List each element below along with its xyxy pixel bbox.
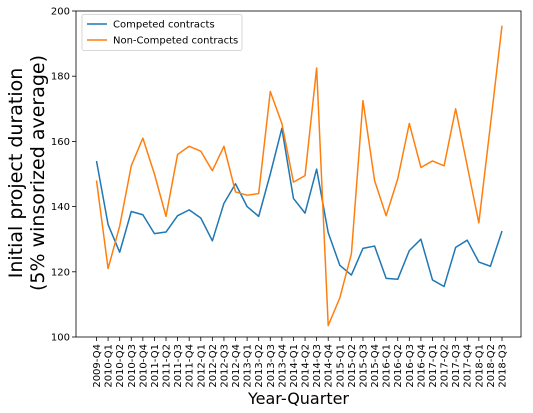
series-line-competed: [95, 127, 503, 288]
x-tick-label: 2013-Q1: [243, 344, 254, 388]
x-tick-label: 2015-Q2: [347, 344, 358, 388]
x-tick-label: 2014-Q1: [289, 344, 300, 388]
x-tick-label: 2016-Q2: [393, 344, 404, 388]
legend-label: Non-Competed contracts: [113, 36, 238, 47]
x-tick-label: 2011-Q1: [150, 344, 161, 388]
x-tick-label: 2015-Q1: [335, 344, 346, 388]
x-tick-label: 2009-Q4: [92, 344, 103, 388]
x-tick-label: 2011-Q2: [162, 344, 173, 388]
x-axis-title: Year-Quarter: [247, 389, 349, 408]
x-tick-label: 2014-Q4: [324, 344, 335, 388]
x-tick-label: 2014-Q2: [301, 344, 312, 388]
legend-label: Competed contracts: [113, 20, 215, 31]
y-tick-label: 140: [51, 202, 70, 213]
x-tick-label: 2018-Q1: [474, 344, 485, 388]
x-tick-label: 2012-Q4: [231, 344, 242, 388]
x-tick-label: 2012-Q3: [219, 344, 230, 388]
x-tick-label: 2016-Q3: [405, 344, 416, 388]
x-tick-label: 2017-Q3: [451, 344, 462, 388]
x-tick-label: 2016-Q1: [382, 344, 393, 388]
series-lines: [95, 25, 503, 327]
x-tick-label: 2013-Q3: [266, 344, 277, 388]
x-tick-label: 2017-Q2: [440, 344, 451, 388]
x-tick-label: 2015-Q4: [370, 344, 381, 388]
x-tick-label: 2010-Q4: [138, 344, 149, 388]
y-axis-title: Initial project duration (5% winsorized …: [5, 55, 49, 291]
x-tick-label: 2013-Q2: [254, 344, 265, 388]
x-tick-label: 2013-Q4: [277, 344, 288, 388]
x-tick-label: 2012-Q2: [208, 344, 219, 388]
y-tick-label: 100: [51, 333, 70, 344]
x-axis-ticks: 2009-Q4 2010-Q1 2010-Q2 2010-Q3 2010-Q4 2011-…: [92, 337, 509, 388]
x-tick-label: 2011-Q3: [173, 344, 184, 388]
x-tick-label: 2018-Q3: [498, 344, 509, 388]
y-tick-label: 200: [51, 7, 70, 18]
x-tick-label: 2014-Q3: [312, 344, 323, 388]
x-tick-label: 2010-Q1: [104, 344, 115, 388]
legend-box: [81, 14, 243, 51]
y-tick-label: 160: [51, 137, 70, 148]
x-tick-label: 2018-Q2: [486, 344, 497, 388]
x-tick-label: 2011-Q4: [185, 344, 196, 388]
y-axis-ticks: 100 120 140 160 180 200: [51, 7, 76, 344]
series-line-non-competed: [95, 25, 503, 327]
x-tick-label: 2010-Q2: [115, 344, 126, 388]
x-tick-label: 2010-Q3: [127, 344, 138, 388]
y-tick-label: 120: [51, 267, 70, 278]
x-tick-label: 2017-Q4: [463, 344, 474, 388]
legend: Competed contracts Non-Competed contracts: [81, 14, 243, 51]
x-tick-label: 2012-Q1: [196, 344, 207, 388]
x-tick-label: 2017-Q1: [428, 344, 439, 388]
y-axis-title-line-2: (5% winsorized average): [27, 55, 49, 291]
x-tick-label: 2015-Q3: [358, 344, 369, 388]
x-tick-label: 2016-Q4: [416, 344, 427, 388]
y-axis-title-line-1: Initial project duration: [5, 68, 27, 279]
y-tick-label: 180: [51, 72, 70, 83]
plot-frame: [75, 10, 522, 338]
